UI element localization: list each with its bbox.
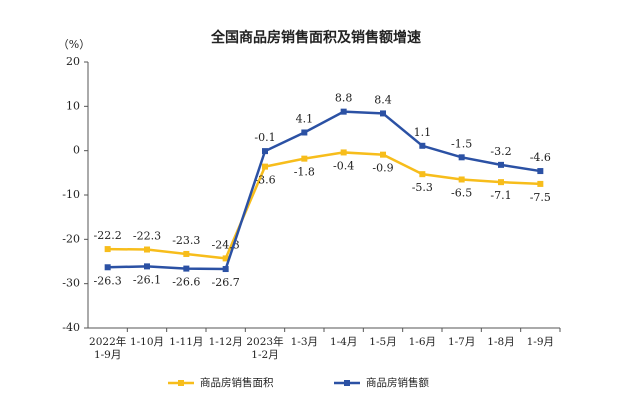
x-tick-label: 1-12月 bbox=[208, 336, 243, 348]
data-label: -0.4 bbox=[333, 159, 354, 172]
data-label: -7.1 bbox=[490, 189, 511, 202]
point bbox=[537, 180, 544, 187]
point bbox=[419, 142, 426, 149]
data-label: -3.2 bbox=[490, 145, 511, 158]
data-label: -26.6 bbox=[172, 276, 200, 289]
point bbox=[380, 110, 386, 117]
y-tick-label: 10 bbox=[66, 99, 80, 112]
x-tick-label: 1-5月 bbox=[369, 336, 397, 348]
point bbox=[262, 163, 268, 170]
point bbox=[498, 161, 504, 168]
x-tick-label: 1-8月 bbox=[487, 336, 515, 348]
point bbox=[144, 263, 150, 270]
point bbox=[183, 250, 190, 257]
x-tick-label: 1-9月 bbox=[526, 336, 555, 348]
data-label: -22.2 bbox=[94, 229, 122, 242]
point bbox=[301, 129, 308, 136]
point bbox=[222, 266, 229, 273]
point bbox=[262, 148, 268, 155]
x-tick-label: 1-10月 bbox=[129, 336, 165, 348]
point bbox=[537, 168, 544, 175]
data-label: -26.7 bbox=[212, 276, 240, 289]
legend-marker bbox=[178, 380, 184, 386]
x-tick-label: 2022年 1-9月 bbox=[89, 336, 127, 361]
y-tick-label: -30 bbox=[62, 277, 80, 290]
y-tick-label: -40 bbox=[62, 321, 80, 334]
data-label: -1.5 bbox=[451, 137, 472, 150]
point bbox=[104, 264, 111, 271]
x-tick-label: 1-7月 bbox=[447, 336, 476, 348]
x-tick-label: 1-3月 bbox=[290, 336, 319, 348]
point bbox=[144, 246, 150, 253]
y-tick-label: -20 bbox=[62, 232, 80, 245]
data-label: -4.6 bbox=[530, 151, 551, 164]
legend-marker bbox=[344, 380, 350, 386]
y-unit: （%） bbox=[58, 38, 90, 51]
data-label: 8.8 bbox=[335, 92, 353, 105]
y-tick-label: 20 bbox=[66, 55, 80, 68]
data-label: -5.3 bbox=[412, 181, 433, 194]
point bbox=[222, 255, 229, 262]
x-tick-label: 1-4月 bbox=[329, 336, 358, 348]
data-label: -26.1 bbox=[133, 273, 161, 286]
data-label: -22.3 bbox=[133, 230, 161, 243]
data-label: -26.3 bbox=[94, 274, 122, 287]
legend-label: 商品房销售额 bbox=[366, 376, 429, 389]
series-line bbox=[107, 110, 541, 271]
point bbox=[183, 265, 190, 272]
point bbox=[458, 154, 465, 161]
point bbox=[419, 171, 426, 178]
x-tick-label: 1-11月 bbox=[169, 336, 204, 348]
point bbox=[340, 149, 347, 156]
point bbox=[380, 151, 386, 158]
y-tick-label: 0 bbox=[73, 144, 80, 157]
data-label: -6.5 bbox=[451, 186, 472, 199]
x-tick-label: 2023年 1-2月 bbox=[246, 336, 284, 361]
data-label: -23.3 bbox=[172, 234, 200, 247]
data-label: -0.1 bbox=[254, 131, 275, 144]
data-label: 8.4 bbox=[374, 93, 392, 106]
x-tick-label: 1-6月 bbox=[408, 336, 437, 348]
point bbox=[458, 176, 465, 183]
chart-title: 全国商品房销售面积及销售额增速 bbox=[210, 29, 421, 46]
series-line bbox=[107, 151, 541, 260]
y-tick-label: -10 bbox=[62, 188, 80, 201]
point bbox=[340, 108, 347, 115]
legend-label: 商品房销售面积 bbox=[200, 376, 274, 389]
data-label: 4.1 bbox=[296, 112, 314, 125]
data-label: -0.9 bbox=[372, 162, 393, 175]
data-label: -1.8 bbox=[294, 166, 315, 179]
data-label: -7.5 bbox=[530, 191, 551, 204]
point bbox=[104, 246, 111, 253]
data-label: -3.6 bbox=[254, 174, 275, 187]
data-label: 1.1 bbox=[414, 126, 432, 139]
point bbox=[301, 155, 308, 162]
point bbox=[498, 179, 504, 186]
